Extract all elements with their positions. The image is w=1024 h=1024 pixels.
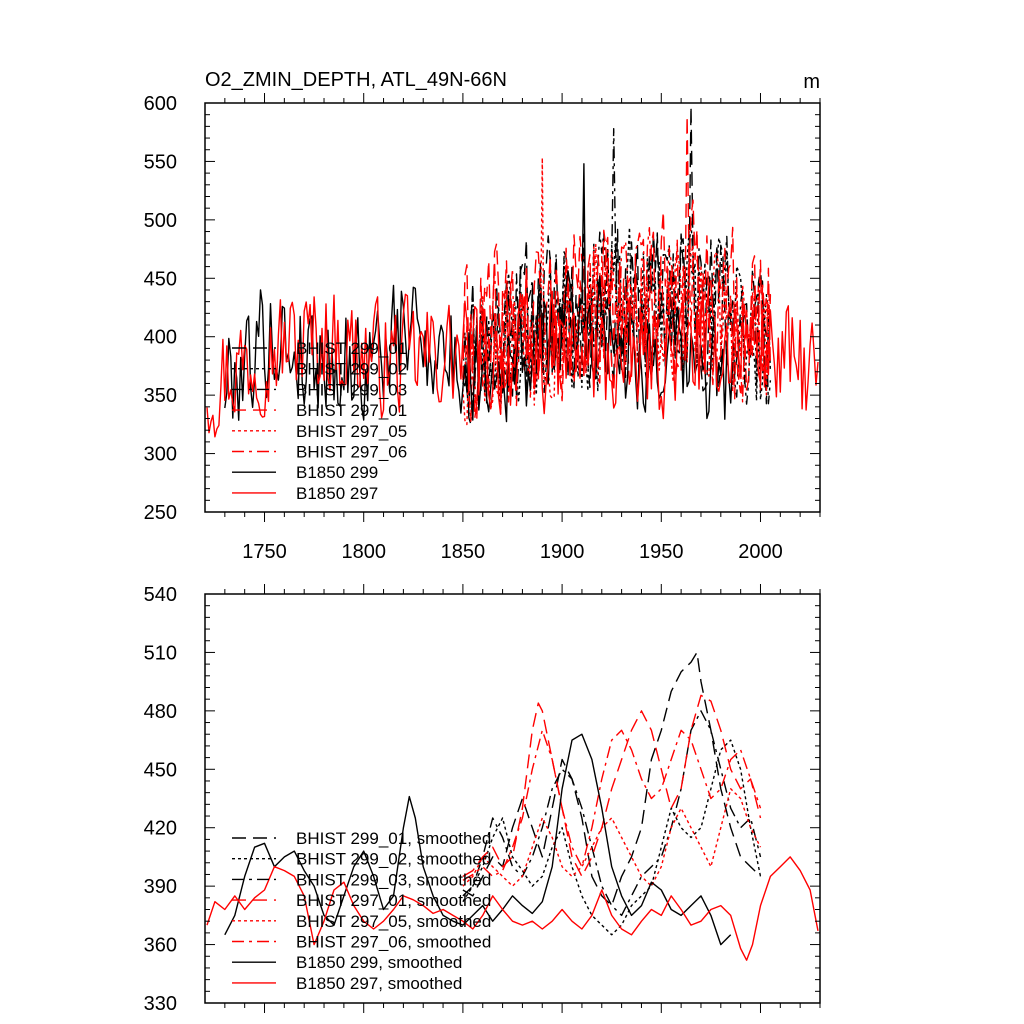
top-series-bhist-297-06 — [462, 227, 772, 422]
bottom-y-tick-label: 480 — [144, 701, 177, 723]
top-x-tick-label: 2000 — [738, 541, 783, 563]
top-legend-label-bhist-297-06: BHIST 297_06 — [296, 443, 407, 462]
bottom-y-tick-label: 540 — [144, 584, 177, 606]
bottom-plot-frame — [204, 593, 821, 1004]
top-legend-label-b1850-299: B1850 299 — [296, 463, 378, 482]
top-x-tick-label: 1950 — [639, 541, 684, 563]
bottom-y-tick-label: 360 — [144, 935, 177, 957]
bottom-legend-label-bhist-299-03-smoothed: BHIST 299_03, smoothed — [296, 870, 491, 889]
bottom-series-b1850-297-smoothed — [206, 856, 819, 961]
bottom-legend-label-b1850-297-smoothed: B1850 297, smoothed — [296, 974, 462, 993]
top-legend-label-b1850-297: B1850 297 — [296, 484, 378, 503]
bottom-legend-label-b1850-299-smoothed: B1850 299, smoothed — [296, 953, 462, 972]
top-x-tick-label: 1750 — [242, 541, 287, 563]
top-legend-label-bhist-299-01: BHIST 299_01 — [296, 339, 407, 358]
bottom-y-tick-label: 330 — [144, 993, 177, 1015]
bottom-y-tick-label: 510 — [144, 642, 177, 664]
bottom-series-bhist-297-06-smoothed — [462, 729, 762, 881]
top-x-tick-label: 1900 — [540, 541, 585, 563]
top-legend-label-bhist-299-03: BHIST 299_03 — [296, 380, 407, 399]
top-series-b1850-299 — [224, 163, 734, 423]
top-series-b1850-297 — [206, 280, 819, 438]
bottom-legend-label-bhist-299-02-smoothed: BHIST 299_02, smoothed — [296, 850, 491, 869]
top-panel: O2_ZMIN_DEPTH, ATL_49N-66N m 250 300 350 40… — [144, 69, 821, 563]
top-chart-title: O2_ZMIN_DEPTH, ATL_49N-66N — [205, 69, 507, 91]
bottom-series-b1850-299-smoothed — [224, 733, 732, 946]
bottom-series-bhist-299-02-smoothed — [462, 739, 762, 936]
top-y-tick-label: 300 — [144, 444, 177, 466]
bottom-legend-label-bhist-297-01-smoothed: BHIST 297_01, smoothed — [296, 891, 491, 910]
top-y-tick-label: 550 — [144, 151, 177, 173]
top-y-tick-label: 600 — [144, 93, 177, 115]
bottom-y-tick-label: 450 — [144, 759, 177, 781]
bottom-series-bhist-299-03-smoothed — [462, 710, 762, 917]
top-x-tick-label: 1800 — [341, 541, 386, 563]
top-legend-label-bhist-297-05: BHIST 297_05 — [296, 422, 407, 441]
top-y-tick-label: 350 — [144, 385, 177, 407]
bottom-series-bhist-299-01-smoothed — [462, 651, 761, 907]
bottom-legend-label-bhist-297-06-smoothed: BHIST 297_06, smoothed — [296, 933, 491, 952]
bottom-series-bhist-297-05-smoothed — [462, 788, 762, 887]
top-y-tick-label: 250 — [144, 502, 177, 524]
top-legend-label-bhist-299-02: BHIST 299_02 — [296, 360, 407, 379]
top-y-tick-label: 500 — [144, 210, 177, 232]
top-legend-label-bhist-297-01: BHIST 297_01 — [296, 401, 407, 420]
top-plot-frame — [204, 102, 821, 513]
bottom-legend-label-bhist-297-05-smoothed: BHIST 297_05, smoothed — [296, 912, 491, 931]
bottom-panel: 330 360 390 420 450 480 510 540 BHIST 299_01, s… — [144, 584, 821, 1015]
top-series-bhist-299-02 — [462, 226, 772, 415]
top-series-bhist-297-05 — [462, 157, 772, 426]
bottom-y-tick-label: 390 — [144, 876, 177, 898]
top-y-tick-label: 400 — [144, 327, 177, 349]
top-chart-units: m — [803, 71, 820, 93]
bottom-legend-label-bhist-299-01-smoothed: BHIST 299_01, smoothed — [296, 829, 491, 848]
bottom-y-tick-label: 420 — [144, 818, 177, 840]
top-x-tick-label: 1850 — [441, 541, 486, 563]
bottom-series-bhist-297-01-smoothed — [462, 694, 762, 878]
top-y-tick-label: 450 — [144, 268, 177, 290]
